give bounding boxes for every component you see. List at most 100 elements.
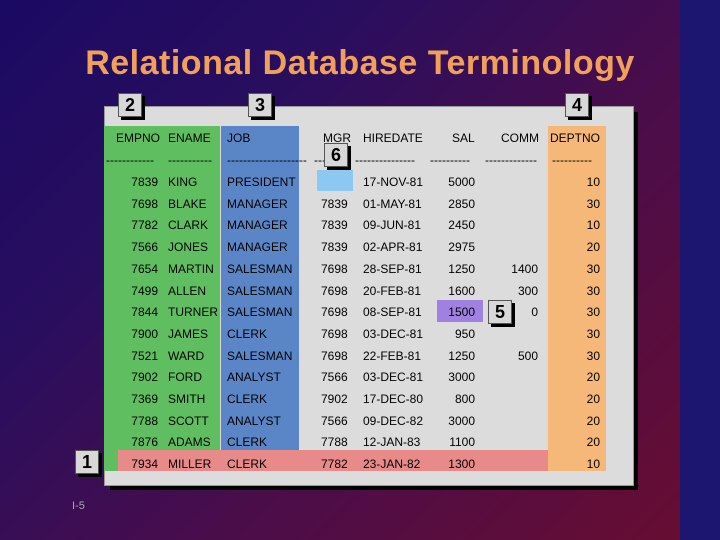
table-cell-sal: 1100 [449, 435, 475, 450]
table-cell-job: MANAGER [227, 240, 288, 255]
table-cell-mgr: 7698 [321, 348, 348, 363]
table-cell-sal: 3000 [448, 370, 475, 385]
table-cell-mgr: 7698 [321, 326, 348, 341]
table-cell-empno: 7499 [131, 283, 158, 298]
table-cell-job: PRESIDENT [227, 175, 296, 189]
table-cell-ename: MILLER [168, 457, 212, 472]
column-highlight-deptno [548, 126, 606, 471]
table-cell-job: CLERK [227, 326, 268, 341]
table-cell-sal: 1250 [448, 261, 475, 276]
table-cell-ename: FORD [168, 370, 202, 385]
header-mgr: MGR [323, 131, 351, 145]
table-cell-sal: 3000 [448, 413, 475, 428]
table-cell-hiredate: 17-DEC-80 [363, 392, 424, 406]
table-cell-deptno: 30 [586, 196, 600, 211]
table-cell-deptno: 20 [586, 435, 600, 450]
header-empno: EMPNO [116, 131, 161, 145]
table-cell-job: SALESMAN [227, 261, 293, 276]
table-cell-comm: 1400 [511, 261, 538, 276]
header-deptno: DEPTNO [550, 131, 601, 145]
table-cell-empno: 7902 [131, 370, 158, 385]
table-cell-sal: 1300 [448, 457, 475, 472]
table-cell-empno: 7876 [131, 435, 158, 450]
table-cell-sal: 2975 [448, 240, 475, 255]
null-value-highlight [317, 170, 353, 191]
table-cell-empno: 7844 [131, 305, 158, 320]
table-cell-deptno: 20 [586, 413, 600, 428]
callout-badge-5: 5 [488, 300, 512, 324]
table-cell-hiredate: 22-FEB-81 [363, 348, 422, 363]
table-cell-ename: CLARK [168, 218, 209, 233]
table-cell-hiredate: 03-DEC-81 [363, 326, 424, 341]
header-comm: COMM [501, 131, 539, 145]
column-highlight-empno-ename [104, 126, 220, 471]
table-cell-sal: 1600 [448, 283, 475, 298]
table-cell-empno: 7900 [131, 326, 158, 341]
table-cell-job: SALESMAN [227, 305, 293, 320]
table-cell-deptno: 20 [586, 392, 600, 406]
table-cell-ename: WARD [168, 348, 205, 363]
table-cell-ename: JAMES [168, 326, 209, 341]
table-cell-empno: 7698 [131, 196, 158, 211]
table-cell-mgr: 7839 [321, 218, 348, 233]
header-hiredate: HIREDATE [363, 131, 423, 145]
table-cell-empno: 7839 [131, 175, 158, 189]
table-cell-mgr: 7788 [321, 435, 348, 450]
table-cell-mgr: 7698 [321, 305, 348, 320]
table-cell-job: MANAGER [227, 196, 288, 211]
table-cell-deptno: 30 [586, 348, 600, 363]
table-cell-job: ANALYST [227, 370, 281, 385]
table-cell-mgr: 7698 [321, 283, 348, 298]
table-cell-ename: SCOTT [168, 413, 209, 428]
field-highlight-sal [437, 300, 483, 322]
table-cell-hiredate: 03-DEC-81 [363, 370, 424, 385]
header-ename: ENAME [168, 131, 211, 145]
table-cell-job: MANAGER [227, 218, 288, 233]
table-cell-ename: SMITH [168, 392, 206, 406]
table-cell-deptno: 30 [586, 261, 600, 276]
table-cell-hiredate: 12-JAN-83 [363, 435, 421, 450]
table-cell-ename: KING [168, 175, 198, 189]
table-cell-hiredate: 20-FEB-81 [363, 283, 422, 298]
table-cell-job: CLERK [227, 457, 268, 472]
separator-comm: ------------- [485, 153, 537, 167]
table-cell-comm: 300 [517, 283, 538, 298]
table-cell-mgr: 7902 [321, 392, 348, 406]
table-cell-sal: 1500 [448, 305, 475, 320]
table-cell-deptno: 10 [586, 175, 600, 189]
table-cell-job: SALESMAN [227, 348, 293, 363]
table-cell-comm: 500 [517, 348, 538, 363]
table-cell-deptno: 10 [586, 218, 600, 233]
table-cell-mgr: 7839 [321, 240, 348, 255]
separator-empno: ------------ [106, 153, 154, 167]
table-cell-empno: 7788 [131, 413, 158, 428]
callout-badge-3: 3 [248, 93, 272, 117]
table-cell-sal: 800 [454, 392, 475, 406]
separator-ename: ----------- [168, 153, 212, 167]
table-cell-empno: 7521 [131, 348, 158, 363]
table-cell-ename: ALLEN [168, 283, 207, 298]
separator-sal: ---------- [430, 153, 470, 167]
row-highlight-miller [118, 450, 548, 471]
background-band [680, 0, 720, 540]
table-cell-empno: 7369 [131, 392, 158, 406]
table-cell-deptno: 20 [586, 240, 600, 255]
header-sal: SAL [452, 131, 475, 145]
separator-hiredate: --------------- [355, 153, 415, 167]
separator-deptno: ---------- [552, 153, 592, 167]
table-cell-empno: 7654 [131, 261, 158, 276]
separator-job: -------------------- [227, 153, 307, 167]
callout-badge-2: 2 [118, 93, 142, 117]
table-cell-sal: 950 [454, 326, 475, 341]
table-cell-job: CLERK [227, 435, 268, 450]
table-cell-hiredate: 09-JUN-81 [363, 218, 422, 233]
table-cell-deptno: 20 [586, 370, 600, 385]
table-cell-ename: ADAMS [168, 435, 211, 450]
table-cell-mgr: 7782 [321, 457, 348, 472]
table-cell-comm: 0 [531, 305, 538, 320]
table-cell-deptno: 10 [586, 457, 600, 472]
table-cell-empno: 7934 [131, 457, 158, 472]
table-cell-deptno: 30 [586, 305, 600, 320]
table-cell-hiredate: 28-SEP-81 [363, 261, 422, 276]
table-cell-mgr: 7839 [321, 196, 348, 211]
